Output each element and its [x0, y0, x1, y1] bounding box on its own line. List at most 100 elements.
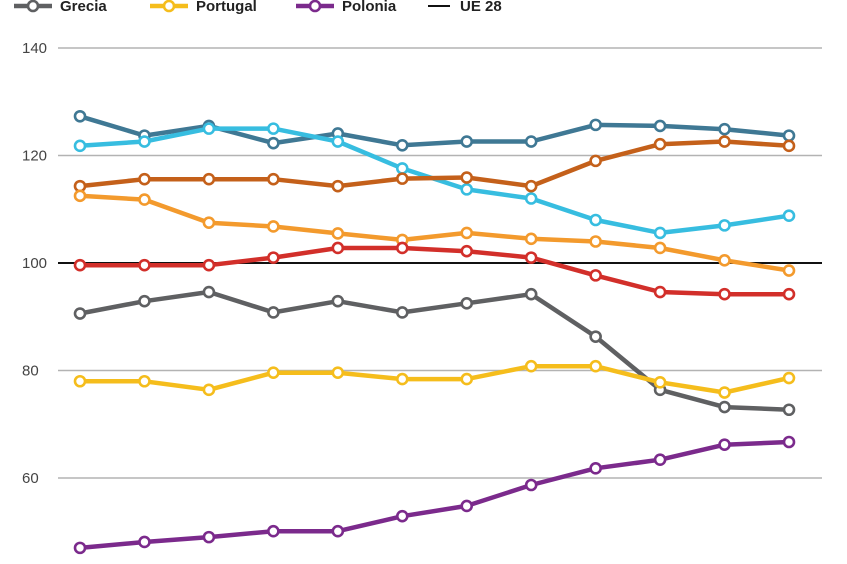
y-tick-label-100: 100	[22, 255, 47, 272]
data-point-s7-1	[138, 535, 151, 549]
legend-item-2: Polonia	[296, 0, 397, 15]
series-2	[73, 135, 796, 193]
data-point-s0-7	[524, 135, 538, 148]
data-point-s1-3	[267, 122, 280, 135]
data-point-s2-8	[589, 154, 602, 168]
data-point-s7-10	[718, 438, 731, 451]
data-point-s4-2	[202, 258, 216, 272]
legend-swatch-marker-0	[26, 0, 40, 13]
data-point-s6-8	[589, 359, 602, 373]
series-5	[73, 285, 796, 417]
series-3	[73, 189, 796, 277]
data-point-s2-4	[331, 179, 345, 193]
data-point-s1-0	[73, 139, 87, 153]
data-point-s7-2	[202, 530, 216, 544]
data-point-s0-10	[718, 122, 731, 136]
data-point-s7-8	[589, 462, 602, 475]
legend: Grecia Portugal Polonia UE 28	[14, 0, 502, 15]
data-point-s1-2	[202, 122, 216, 135]
data-point-s5-4	[331, 294, 345, 308]
data-point-s7-3	[267, 524, 280, 538]
data-point-s4-0	[73, 258, 87, 272]
legend-label-3: UE 28	[460, 0, 502, 15]
series-line-3	[77, 193, 792, 273]
data-point-s2-2	[202, 172, 216, 186]
data-point-s3-6	[460, 226, 474, 240]
y-tick-label-140: 140	[22, 40, 47, 57]
data-point-s5-8	[589, 330, 602, 343]
series-6	[73, 359, 796, 399]
data-point-s0-3	[267, 136, 280, 150]
data-point-s0-0	[73, 109, 87, 123]
series-line-7	[77, 439, 792, 551]
data-point-s4-6	[460, 244, 474, 258]
data-point-s3-11	[782, 264, 796, 277]
data-point-s7-0	[73, 541, 87, 555]
data-point-s5-5	[395, 306, 409, 319]
data-point-s4-7	[524, 251, 538, 264]
data-point-s1-11	[782, 209, 796, 222]
data-point-s3-0	[73, 189, 87, 203]
series-4	[73, 241, 796, 301]
legend-label-0: Grecia	[60, 0, 107, 15]
data-point-s2-11	[782, 139, 796, 153]
data-point-s6-10	[718, 386, 731, 399]
data-point-s5-6	[460, 297, 474, 310]
data-point-s5-7	[524, 287, 538, 301]
data-point-s6-9	[653, 376, 667, 389]
data-point-s6-7	[524, 359, 538, 373]
data-point-s3-8	[589, 235, 602, 248]
data-point-s4-3	[267, 251, 280, 264]
data-point-s1-7	[524, 192, 538, 205]
data-point-s1-10	[718, 219, 731, 232]
data-point-s3-2	[202, 216, 216, 229]
data-point-s7-9	[653, 453, 667, 467]
series-line-4	[77, 245, 792, 297]
data-point-s4-1	[138, 258, 151, 272]
data-point-s2-5	[395, 172, 409, 185]
y-tick-label-60: 60	[22, 470, 39, 487]
data-point-s5-10	[718, 400, 731, 414]
legend-item-1: Portugal	[150, 0, 257, 15]
data-point-s6-1	[138, 374, 151, 388]
data-point-s1-1	[138, 135, 151, 148]
data-point-s2-9	[653, 137, 667, 151]
data-point-s1-9	[653, 226, 667, 240]
data-point-s7-11	[782, 435, 796, 449]
data-point-s7-6	[460, 499, 474, 513]
data-point-s4-11	[782, 287, 796, 301]
legend-item-0: Grecia	[14, 0, 107, 15]
data-point-s1-6	[460, 183, 474, 196]
data-point-s1-4	[331, 135, 345, 148]
data-point-s4-5	[395, 241, 409, 255]
data-point-s5-2	[202, 285, 216, 299]
series-7	[73, 435, 796, 555]
series-line-2	[77, 139, 792, 189]
legend-item-3: UE 28	[428, 0, 502, 15]
data-point-s4-4	[331, 241, 345, 255]
data-point-s0-5	[395, 138, 409, 152]
series-line-5	[77, 289, 792, 412]
data-point-s4-8	[589, 269, 602, 282]
data-point-s2-7	[524, 179, 538, 193]
data-point-s2-1	[138, 172, 151, 186]
data-point-s7-5	[395, 509, 409, 523]
y-tick-label-120: 120	[22, 148, 47, 165]
legend-label-1: Portugal	[196, 0, 257, 15]
data-point-s3-3	[267, 220, 280, 233]
data-point-s7-4	[331, 524, 345, 538]
data-point-s6-11	[782, 371, 796, 385]
data-point-s0-9	[653, 119, 667, 133]
data-point-s7-7	[524, 478, 538, 492]
legend-label-2: Polonia	[342, 0, 397, 15]
data-point-s3-4	[331, 227, 345, 240]
data-point-s6-6	[460, 372, 474, 386]
data-point-s6-4	[331, 366, 345, 379]
y-axis-ticks: 60 80 100 120 140	[22, 40, 47, 487]
data-point-s5-11	[782, 403, 796, 417]
data-point-s6-3	[267, 366, 280, 379]
data-point-s3-10	[718, 254, 731, 267]
gridlines	[58, 47, 822, 479]
data-point-s3-1	[138, 193, 151, 206]
